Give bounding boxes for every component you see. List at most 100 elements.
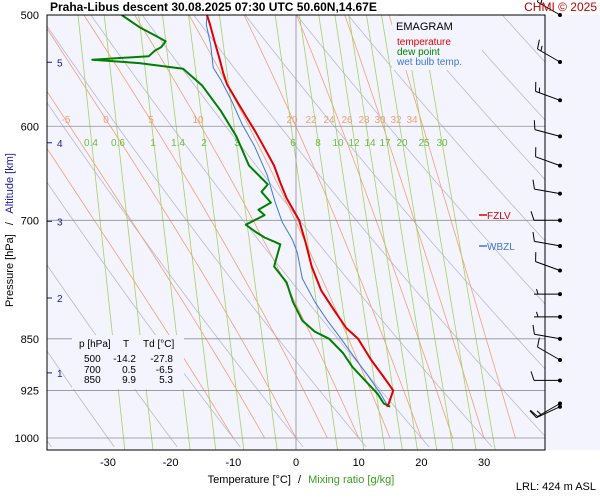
lrl-label: LRL: 424 m ASL bbox=[516, 481, 596, 493]
wbzl-marker: WBZL bbox=[479, 242, 515, 253]
wind-barb-dot bbox=[558, 401, 562, 406]
temperature-line bbox=[206, 15, 395, 408]
altitude-tick-label: 2 bbox=[57, 294, 63, 305]
isopleth-labels: 0.4 0.6 1 1.4 2 3 6 8 10 12 14 17 20 25 30 -5 0 5 10 20 22 24… bbox=[62, 115, 448, 149]
dry-adiabat bbox=[193, 15, 545, 437]
mixing-ratio-label: 12 bbox=[348, 138, 360, 149]
mixing-ratio-label: 0.6 bbox=[111, 138, 125, 149]
wind-barb-dot bbox=[558, 218, 562, 223]
mixing-ratio-label: 25 bbox=[418, 138, 430, 149]
wind-barb bbox=[530, 403, 561, 417]
wind-barb bbox=[530, 211, 560, 221]
y-tick-label: 500 bbox=[21, 10, 39, 22]
y-tick-label: 850 bbox=[21, 334, 39, 346]
table-cell: 500 bbox=[84, 354, 101, 365]
wind-barb bbox=[535, 147, 561, 167]
wbzl-label: WBZL bbox=[487, 242, 515, 253]
wind-barb-dot bbox=[558, 336, 562, 341]
legend: EMAGRAM temperature dew point wet bulb t… bbox=[392, 16, 482, 70]
mixing-ratio-label: 10 bbox=[332, 138, 344, 149]
wind-panel bbox=[545, 15, 600, 450]
mixing-ratio-label: 30 bbox=[436, 138, 448, 149]
mixing-ratio-line bbox=[162, 15, 217, 450]
table-box bbox=[72, 335, 184, 389]
moist-adiabat-label: 28 bbox=[358, 115, 370, 126]
mixing-ratio-label: 17 bbox=[379, 138, 391, 149]
mixing-ratio-line bbox=[334, 15, 403, 450]
wind-barb-dot bbox=[558, 134, 562, 139]
dry-adiabat bbox=[244, 15, 545, 370]
y-tick-label: 600 bbox=[21, 121, 39, 133]
y-label-altitude: Altitude [km] bbox=[4, 153, 16, 214]
moist-adiabat-label: 20 bbox=[286, 115, 298, 126]
x-tick-label: -30 bbox=[100, 457, 116, 469]
moist-adiabat bbox=[47, 90, 265, 439]
table-cell: 700 bbox=[84, 365, 101, 376]
svg-text:Pressure [hPa] / A: Pressure [hPa] / Altitude [km] bbox=[4, 153, 16, 307]
dry-adiabat bbox=[47, 439, 52, 448]
legend-dewpoint: dew point bbox=[397, 47, 440, 58]
moist-adiabat-label: 34 bbox=[406, 115, 418, 126]
wind-barb-dot bbox=[558, 243, 562, 248]
table-cell: 850 bbox=[84, 375, 101, 386]
dewpoint-line bbox=[91, 15, 391, 408]
wind-barb bbox=[537, 39, 561, 63]
moist-adiabat-label: 0 bbox=[103, 115, 109, 126]
chart-title: Praha-Libus descent 30.08.2025 07:30 UTC… bbox=[50, 0, 377, 14]
legend-title: EMAGRAM bbox=[396, 21, 453, 33]
moist-adiabat-label: -5 bbox=[62, 115, 71, 126]
moist-adiabat-label: 5 bbox=[148, 115, 154, 126]
x-label-sep: / bbox=[298, 474, 302, 486]
table-cell: -14.2 bbox=[113, 354, 136, 365]
wind-barb-dot bbox=[558, 378, 562, 383]
y-tick-label: 1000 bbox=[15, 433, 39, 445]
wind-barb-dot bbox=[558, 268, 562, 273]
mixing-ratio-label: 1 bbox=[150, 138, 156, 149]
wind-barb bbox=[534, 288, 560, 295]
wind-barb bbox=[537, 0, 561, 16]
moist-adiabat-label: 10 bbox=[192, 115, 204, 126]
x-tick-label: 10 bbox=[353, 457, 365, 469]
wind-barb-dot bbox=[558, 314, 562, 319]
moist-adiabat bbox=[295, 15, 454, 439]
mixing-ratio-label: 14 bbox=[364, 138, 376, 149]
mixing-ratio-line bbox=[366, 15, 438, 450]
table-header-td: Td [°C] bbox=[143, 339, 174, 350]
x-label-mixing: Mixing ratio [g/kg] bbox=[308, 474, 394, 486]
sounding-table: p [hPa] T Td [°C] 500 -14.2 -27.8 700 0.… bbox=[72, 335, 184, 389]
wind-barb-dot bbox=[558, 13, 562, 17]
mixing-ratio-label: 3 bbox=[234, 138, 240, 149]
dry-adiabat bbox=[47, 350, 115, 448]
wind-barb bbox=[534, 311, 560, 318]
fzlv-marker: FZLV bbox=[479, 211, 511, 222]
moist-adiabat-label: 26 bbox=[341, 115, 353, 126]
altitude-tick-label: 4 bbox=[57, 139, 63, 150]
mixing-ratio-label: 8 bbox=[315, 138, 321, 149]
table-header-t: T bbox=[123, 339, 129, 350]
legend-temperature: temperature bbox=[397, 37, 451, 48]
table-cell: -27.8 bbox=[150, 354, 173, 365]
y-label-pressure: Pressure [hPa] bbox=[4, 234, 16, 307]
y-tick-label: 925 bbox=[21, 385, 39, 397]
wind-barb bbox=[537, 337, 561, 361]
moist-adiabat-label: 30 bbox=[374, 115, 386, 126]
wind-barb-dot bbox=[558, 357, 562, 362]
mixing-ratio-line bbox=[188, 15, 245, 450]
fzlv-label: FZLV bbox=[487, 211, 511, 222]
moist-adiabat bbox=[134, 15, 360, 439]
x-tick-label: -10 bbox=[225, 457, 241, 469]
wind-barb-dot bbox=[558, 98, 562, 103]
dry-adiabat bbox=[47, 181, 241, 448]
wind-barb-dot bbox=[558, 163, 562, 168]
table-cell: 5.3 bbox=[159, 375, 173, 386]
table-cell: 0.5 bbox=[122, 365, 136, 376]
legend-box bbox=[392, 16, 482, 70]
y-axis-label: Pressure [hPa] / Altitude [km] bbox=[4, 153, 16, 307]
mixing-ratio-label: 20 bbox=[396, 138, 408, 149]
wind-barbs bbox=[529, 0, 562, 419]
dry-adiabat bbox=[141, 15, 493, 448]
mixing-ratio-line bbox=[381, 15, 454, 450]
moist-adiabat bbox=[83, 15, 328, 439]
